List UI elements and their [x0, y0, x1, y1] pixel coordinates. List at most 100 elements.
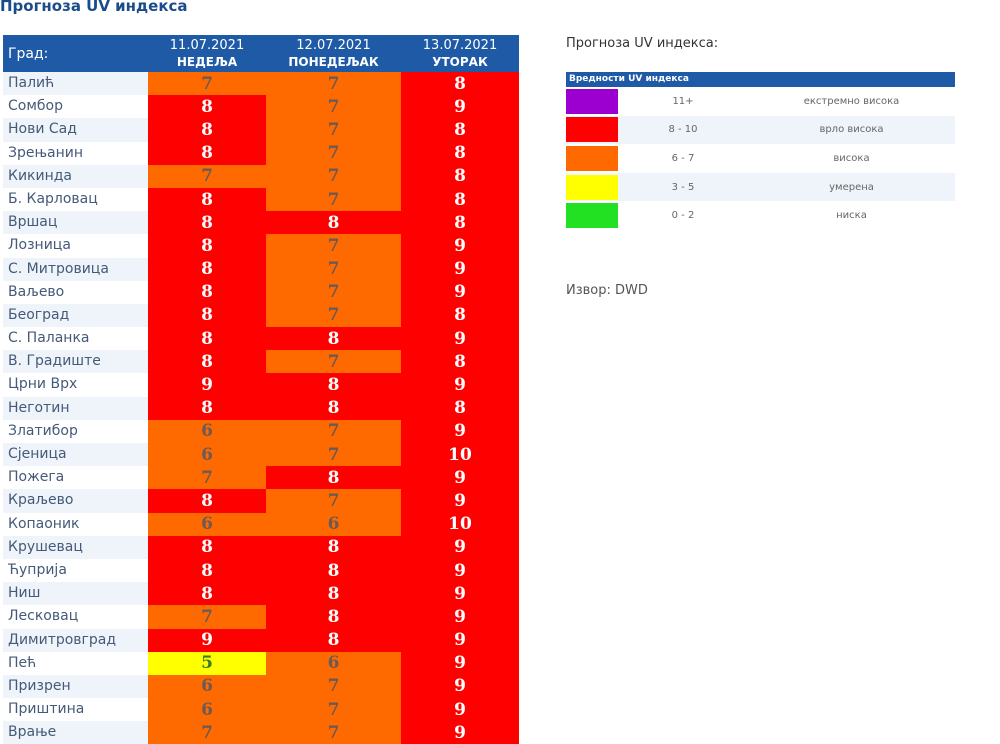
- city-name: Краљево: [3, 489, 148, 513]
- uv-value-cell: 9: [401, 721, 519, 744]
- uv-value-cell: 8: [148, 350, 266, 374]
- city-name: Београд: [3, 303, 148, 328]
- table-row: Београд 8 7 8: [3, 303, 519, 328]
- uv-value-cell: 7: [148, 164, 266, 188]
- table-row: Димитровград 9 8 9: [3, 628, 519, 652]
- table-row: С. Паланка 8 8 9: [3, 327, 519, 351]
- uv-value-cell: 8: [266, 605, 401, 629]
- uv-value-cell: 9: [401, 558, 519, 583]
- table-row: Ниш 8 8 9: [3, 582, 519, 606]
- table-row: Палић 7 7 8: [3, 72, 519, 96]
- uv-value-cell: 7: [266, 164, 401, 188]
- city-name: Приштина: [8, 701, 85, 718]
- uv-value-cell: 9: [401, 466, 519, 490]
- uv-value-cell: 8: [148, 118, 266, 142]
- legend-row: 6 - 7 висока: [566, 144, 955, 173]
- uv-value-cell: 7: [148, 721, 266, 744]
- table-row: Црни Врх 9 8 9: [3, 373, 519, 397]
- table-row: Сјеница 6 7 10: [3, 443, 519, 467]
- uv-value-cell: 7: [266, 303, 401, 328]
- legend-title: Прогноза UV индекса:: [566, 36, 719, 51]
- uv-value-cell: 7: [266, 141, 401, 165]
- uv-value-cell: 9: [148, 373, 266, 397]
- legend-color-swatch: [566, 203, 618, 229]
- city-name: С. Паланка: [8, 330, 90, 347]
- uv-value-cell: 8: [401, 72, 519, 96]
- table-row: Призрен 6 7 9: [3, 674, 519, 699]
- table-row: Златибор 6 7 9: [3, 419, 519, 443]
- table-row: Сомбор 8 7 9: [3, 95, 519, 119]
- table-row: Краљево 8 7 9: [3, 489, 519, 513]
- uv-value-cell: 8: [266, 535, 401, 559]
- uv-value-cell: 8: [148, 95, 266, 119]
- city-name: Врање: [3, 721, 148, 744]
- city-name: Кикинда: [3, 164, 148, 188]
- uv-value-cell: 7: [266, 698, 401, 722]
- uv-value-cell: 7: [266, 187, 401, 212]
- city-name: Б. Карловац: [8, 190, 98, 207]
- city-name: Копаоник: [8, 515, 80, 532]
- uv-value-cell: 8: [266, 466, 401, 490]
- table-row: Пећ 5 6 9: [3, 651, 519, 675]
- table-row: Врање 7 7 9: [3, 721, 519, 744]
- day-column-header: 12.07.2021 ПОНЕДЕЉАК: [266, 35, 401, 72]
- uv-value-cell: 9: [401, 698, 519, 722]
- uv-value-cell: 8: [148, 141, 266, 165]
- uv-value-cell: 9: [401, 257, 519, 281]
- city-name: Ниш: [3, 582, 148, 606]
- legend-label: екстремно висока: [803, 95, 900, 107]
- uv-value-cell: 8: [148, 582, 266, 606]
- legend-label: врло висока: [819, 124, 884, 136]
- city-column-header: Град:: [8, 45, 49, 62]
- table-row: Лесковац 7 8 9: [3, 605, 519, 629]
- uv-value-cell: 7: [266, 721, 401, 744]
- legend-row: 3 - 5 умерена: [566, 172, 955, 202]
- city-name: Сомбор: [8, 98, 63, 115]
- uv-value-cell: 6: [266, 512, 401, 536]
- table-row: В. Градиште 8 7 8: [3, 350, 519, 374]
- uv-value-cell: 8: [148, 187, 266, 212]
- uv-legend-table: Вредности UV индекса 11+ екстремно висока…: [566, 72, 955, 230]
- uv-value-cell: 9: [401, 419, 519, 443]
- table-row: Б. Карловац 8 7 8: [3, 187, 519, 212]
- uv-value-cell: 7: [266, 257, 401, 281]
- table-row: Зрењанин 8 7 8: [3, 141, 519, 165]
- city-name: Лесковац: [8, 608, 79, 625]
- uv-value-cell: 8: [148, 396, 266, 420]
- city-name: Димитровград: [3, 628, 148, 652]
- uv-value-cell: 7: [148, 72, 266, 96]
- uv-value-cell: 8: [266, 396, 401, 420]
- page-title: Прогноза UV индекса: [0, 0, 188, 15]
- uv-value-cell: 8: [148, 303, 266, 328]
- uv-value-cell: 8: [401, 303, 519, 328]
- table-row: Вршац 8 8 8: [3, 211, 519, 235]
- legend-color-swatch: [566, 174, 618, 200]
- uv-value-cell: 9: [148, 628, 266, 652]
- uv-value-cell: 8: [148, 257, 266, 281]
- legend-body: 11+ екстремно висока 8 - 10 врло висока 6 - …: [566, 87, 955, 230]
- uv-value-cell: 8: [401, 211, 519, 235]
- uv-value-cell: 9: [401, 605, 519, 629]
- uv-value-cell: 6: [148, 698, 266, 722]
- uv-value-cell: 8: [266, 373, 401, 397]
- city-name: Неготин: [3, 396, 148, 420]
- legend-label: висока: [833, 152, 870, 164]
- legend-color-swatch: [566, 88, 618, 114]
- uv-value-cell: 6: [266, 651, 401, 675]
- city-name: Златибор: [8, 422, 78, 439]
- table-row: Нови Сад 8 7 8: [3, 118, 519, 142]
- table-row: Ћуприја 8 8 9: [3, 558, 519, 583]
- legend-label: умерена: [829, 181, 874, 193]
- uv-value-cell: 7: [266, 419, 401, 443]
- uv-value-cell: 9: [401, 373, 519, 397]
- uv-value-cell: 8: [401, 164, 519, 188]
- header-day: УТОРАК: [432, 54, 488, 69]
- header-day: НЕДЕЉА: [176, 54, 238, 69]
- uv-value-cell: 8: [401, 118, 519, 142]
- uv-value-cell: 8: [266, 327, 401, 351]
- table-row: Копаоник 6 6 10: [3, 512, 519, 536]
- uv-value-cell: 7: [266, 95, 401, 119]
- city-name: Крушевац: [3, 535, 148, 559]
- uv-value-cell: 8: [266, 582, 401, 606]
- uv-value-cell: 8: [148, 489, 266, 513]
